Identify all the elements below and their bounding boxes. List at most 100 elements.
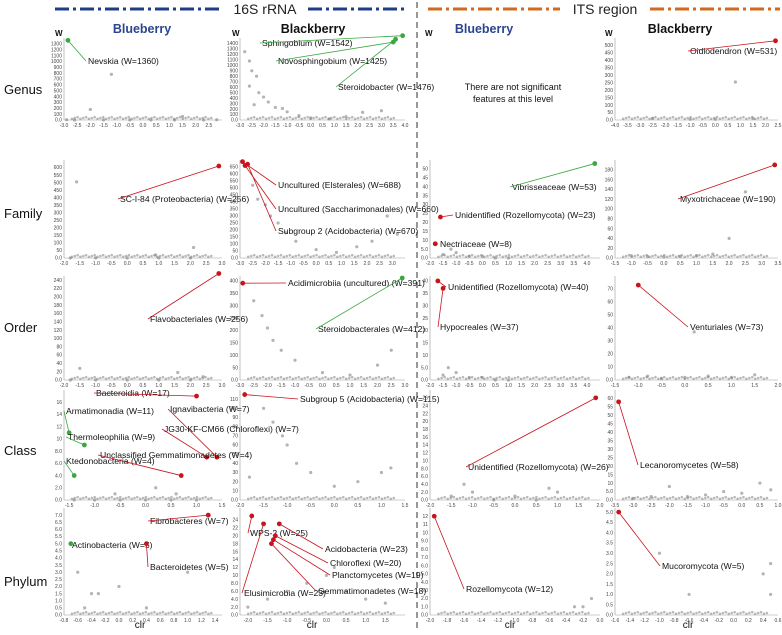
background-point — [318, 497, 321, 501]
highlight-arrow — [67, 40, 87, 62]
background-point — [285, 611, 289, 615]
background-point — [621, 612, 625, 616]
data-point — [706, 374, 710, 378]
background-point — [380, 612, 384, 616]
x-tick-label: -2.0 — [426, 503, 435, 509]
background-point — [648, 497, 651, 501]
x-tick-label: -0.5 — [698, 123, 707, 129]
y-tick-label: 0.0 — [606, 498, 613, 504]
background-point — [187, 495, 190, 499]
y-tick-label: 1200 — [227, 52, 238, 58]
highlight-arrow — [638, 284, 689, 328]
data-point — [294, 461, 299, 465]
background-point — [449, 376, 453, 380]
x-tick-label: 0.0 — [681, 383, 688, 389]
background-point — [273, 255, 277, 259]
background-point — [446, 497, 449, 501]
background-point — [341, 375, 345, 379]
background-point — [130, 612, 133, 616]
background-point — [529, 255, 532, 259]
y-tick-label: 18 — [232, 541, 238, 547]
background-point — [350, 495, 354, 499]
data-point — [657, 551, 662, 555]
highlight-label: Ignavibacteria (W=7) — [170, 404, 250, 414]
background-point — [291, 377, 295, 381]
background-point — [522, 496, 526, 500]
y-tick-label: 2.0 — [421, 490, 428, 496]
background-point — [264, 497, 268, 501]
background-point — [261, 253, 265, 257]
panel-its-bk-phylum: 0.00.51.01.52.02.53.03.54.04.55.0-1.6 -1.… — [606, 508, 782, 624]
data-point — [467, 254, 471, 258]
background-point — [116, 254, 119, 258]
subheader-its-blueberry: Blueberry — [455, 22, 513, 36]
x-tick-label: 3.0 — [378, 123, 385, 129]
data-point — [692, 330, 696, 334]
highlight-arrow — [146, 543, 149, 568]
background-point — [195, 253, 199, 257]
background-point — [161, 375, 165, 379]
x-tick-label: -2.0 — [263, 383, 272, 389]
background-point — [742, 253, 745, 257]
y-tick-label: 20 — [607, 246, 613, 252]
background-point — [306, 115, 309, 119]
background-point — [339, 496, 342, 500]
background-point — [315, 115, 318, 119]
background-point — [698, 115, 701, 119]
y-tick-label: 20 — [607, 464, 613, 470]
background-point — [659, 611, 663, 615]
background-point — [181, 497, 185, 501]
background-point — [175, 496, 179, 500]
background-point — [96, 117, 99, 121]
x-tick-label: 1.0 — [193, 503, 200, 509]
x-tick-label: -1.0 — [634, 383, 643, 389]
background-point — [467, 611, 471, 615]
data-point — [493, 256, 497, 260]
background-point — [541, 611, 544, 615]
background-point — [362, 497, 366, 501]
background-point — [544, 495, 547, 499]
highlight-label: Thermoleophilia (W=9) — [68, 432, 155, 442]
background-point — [178, 495, 182, 499]
highlight-point — [240, 280, 246, 286]
background-point — [727, 117, 731, 121]
data-point — [547, 486, 551, 490]
x-tick-label: -1.0 — [452, 383, 461, 389]
background-point — [556, 497, 560, 501]
background-point — [584, 255, 587, 259]
background-point — [568, 611, 572, 615]
charts-layer: 0.01002003004005006007008009001000110012… — [51, 33, 782, 624]
background-point — [470, 375, 474, 379]
background-point — [341, 253, 345, 257]
background-point — [730, 496, 734, 500]
background-point — [333, 610, 336, 614]
background-point — [759, 253, 763, 257]
background-point — [504, 376, 508, 380]
data-point — [332, 484, 336, 488]
highlight-arrow — [335, 38, 396, 88]
background-point — [559, 376, 563, 380]
background-point — [81, 611, 85, 615]
background-point — [671, 375, 675, 379]
background-point — [113, 117, 116, 121]
background-point — [449, 611, 453, 615]
background-point — [464, 377, 468, 381]
y-tick-label: 800 — [230, 74, 239, 80]
x-tick-label: 2.0 — [531, 261, 538, 267]
x-tick-label: 0.0 — [319, 383, 326, 389]
row-label-order: Order — [4, 320, 38, 335]
background-point — [339, 116, 342, 120]
y-tick-label: 3.0 — [606, 551, 613, 557]
background-point — [73, 254, 77, 258]
highlight-label: Actinobacteria (W=5) — [72, 540, 153, 550]
background-point — [733, 610, 736, 614]
background-point — [170, 375, 173, 379]
background-point — [736, 497, 739, 501]
x-tick-label: -1.0 — [291, 383, 300, 389]
y-tick-label: 4.5 — [606, 520, 613, 526]
highlight-arrow — [241, 523, 264, 594]
y-tick-label: 5.0 — [421, 247, 428, 253]
background-point — [84, 610, 88, 614]
background-point — [565, 612, 569, 616]
background-point — [507, 495, 511, 499]
